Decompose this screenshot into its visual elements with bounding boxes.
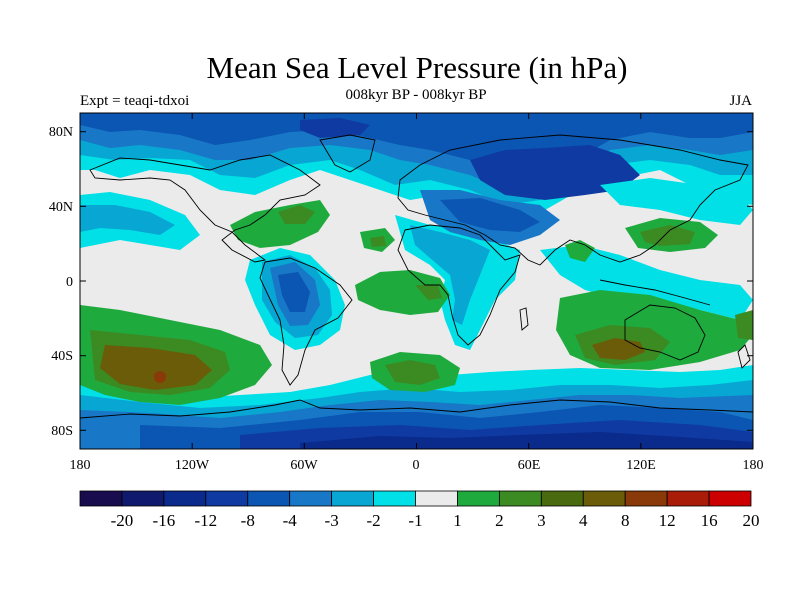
map-title: Mean Sea Level Pressure (in hPa) xyxy=(206,50,628,85)
north-atlantic-core xyxy=(278,205,315,224)
asia-core xyxy=(440,198,540,232)
indian-ocean-cyan xyxy=(540,245,753,320)
coast-new-zealand xyxy=(737,344,751,369)
eurasia-core xyxy=(470,145,640,200)
colorbar-swatch xyxy=(289,490,333,507)
colorbar-label: -8 xyxy=(241,511,255,530)
colorbar-swatch xyxy=(415,490,458,507)
colorbar-swatch xyxy=(121,490,165,507)
colorbar-swatch xyxy=(457,490,500,507)
coastlines xyxy=(80,134,753,419)
colorbar-swatch xyxy=(540,490,584,507)
southern-deepest xyxy=(300,432,753,449)
lon-tick-120e: 120E xyxy=(626,458,656,473)
colorbar-swatch xyxy=(205,490,249,507)
lon-tick-180e: 180 xyxy=(743,458,764,473)
colorbar-label: 1 xyxy=(453,511,462,530)
colorbar-label: 8 xyxy=(621,511,630,530)
arctic-small-core xyxy=(300,118,370,138)
arctic-core xyxy=(80,113,753,178)
colorbar-label: -12 xyxy=(194,511,217,530)
coast-australia xyxy=(624,304,706,361)
lon-tick-120w: 120W xyxy=(175,458,210,473)
colorbar-label: -1 xyxy=(408,511,422,530)
colorbar-label: -16 xyxy=(153,511,176,530)
mid-atlantic-core xyxy=(370,236,386,247)
colorbar-label: 2 xyxy=(495,511,504,530)
lon-tick-180w: 180 xyxy=(70,458,91,473)
colorbar-label: -2 xyxy=(366,511,380,530)
colorbar-label: -4 xyxy=(283,511,298,530)
south-pacific-high-core xyxy=(100,345,212,390)
south-atlantic-high-core xyxy=(385,360,440,385)
coast-antarctica xyxy=(80,399,753,419)
coast-maritime xyxy=(599,279,711,306)
coast-africa xyxy=(397,224,521,346)
south-america-core xyxy=(278,272,310,312)
lat-tick-40s: 40S xyxy=(51,349,73,364)
colorbar-swatch xyxy=(163,490,207,507)
experiment-label: Expt = teaqi-tdxoi xyxy=(80,93,190,109)
lat-tick-0: 0 xyxy=(66,275,73,290)
coast-madagascar xyxy=(519,307,529,331)
colorbar-swatch xyxy=(79,490,123,507)
coast-north-america xyxy=(89,154,321,263)
colorbar-swatch xyxy=(498,490,542,507)
lon-tick-0: 0 xyxy=(413,458,420,473)
lon-axis xyxy=(79,113,754,449)
colorbar-swatch xyxy=(624,490,668,507)
colorbar-label: 16 xyxy=(701,511,718,530)
colorbar-label: 3 xyxy=(537,511,546,530)
lon-tick-60w: 60W xyxy=(290,458,318,473)
south-pacific-high-peak xyxy=(154,371,166,383)
colorbar-swatch xyxy=(666,490,710,507)
season-label: JJA xyxy=(729,93,752,109)
colorbar-label: 4 xyxy=(579,511,588,530)
colorbar-label: -3 xyxy=(325,511,339,530)
tropical-atlantic-high xyxy=(355,270,450,315)
coast-south-america xyxy=(259,257,353,386)
lat-tick-40n: 40N xyxy=(49,200,73,215)
coast-eurasia xyxy=(397,134,749,266)
colorbar-swatch xyxy=(331,490,374,507)
pressure-field xyxy=(80,113,753,449)
nw-pacific-high-core xyxy=(640,225,695,246)
lat-axis xyxy=(80,131,753,431)
colorbar-swatch xyxy=(247,490,291,507)
colorbar-label: 12 xyxy=(659,511,676,530)
lon-tick-60e: 60E xyxy=(518,458,541,473)
tropical-atlantic-core xyxy=(415,285,442,300)
colorbar-label: 20 xyxy=(743,511,760,530)
lat-tick-80n: 80N xyxy=(49,125,73,140)
colorbar-label: -20 xyxy=(111,511,134,530)
lat-tick-80s: 80S xyxy=(51,424,73,439)
nh-pacific-blue xyxy=(80,205,175,235)
map-subtitle: 008kyr BP - 008kyr BP xyxy=(345,87,487,103)
colorbar-swatch xyxy=(373,490,416,507)
colorbar-swatch xyxy=(582,490,626,507)
colorbar: -20 -16 -12 -8 -4 -3 -2 -1 1 2 3 4 8 12 16 20 xyxy=(79,490,760,530)
africa-blue xyxy=(410,225,490,325)
coast-greenland xyxy=(319,134,376,173)
colorbar-swatch xyxy=(708,490,752,507)
arabia-high xyxy=(565,240,595,262)
tasman-high xyxy=(735,310,753,340)
